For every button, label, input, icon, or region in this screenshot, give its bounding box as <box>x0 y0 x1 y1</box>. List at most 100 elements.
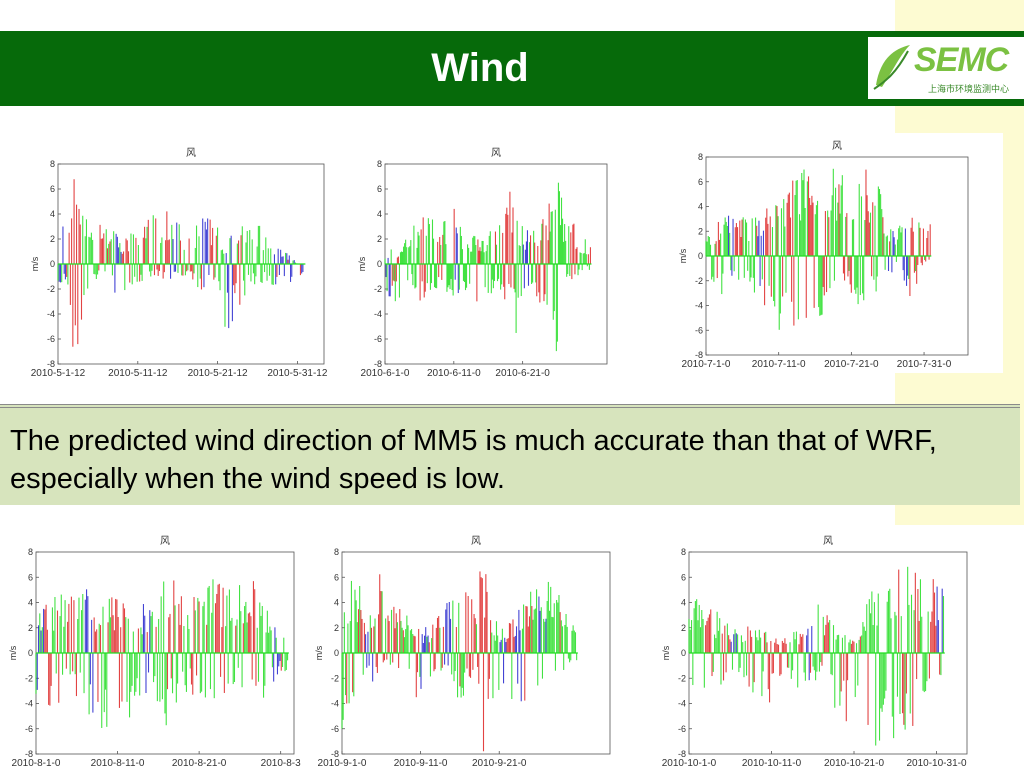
y-tick-label: 4 <box>28 598 33 608</box>
y-axis-label: m/s <box>357 256 367 271</box>
x-tick-label: 2010-7-1-0 <box>682 359 731 370</box>
y-tick-label: -8 <box>678 749 686 759</box>
x-tick-label: 2010-7-21-0 <box>824 359 879 370</box>
x-tick-label: 2010-5-21-12 <box>188 368 248 379</box>
y-tick-label: -6 <box>678 724 686 734</box>
y-tick-label: 2 <box>50 234 55 244</box>
y-tick-label: -4 <box>47 309 55 319</box>
chart-panel-may: 风 m/s 8 6 4 2 0 -2 -4 -6 -8 2010-5-1-12 2010-5-11-12… <box>28 140 333 380</box>
y-tick-label: 2 <box>377 234 382 244</box>
y-tick-label: -2 <box>47 284 55 294</box>
y-tick-label: -8 <box>47 359 55 369</box>
x-tick-label: 2010-5-31-12 <box>267 368 327 379</box>
chart-panel-september: 风 m/s 8 6 4 2 0 -2 -4 -6 -8 2010-9-1-0 2010-9-11-0 20… <box>310 530 645 768</box>
y-tick-label: 6 <box>334 572 339 582</box>
y-tick-label: -4 <box>678 699 686 709</box>
y-tick-label: 6 <box>698 177 703 187</box>
x-tick-label: 2010-7-11-0 <box>752 359 806 370</box>
y-tick-label: -4 <box>695 301 703 311</box>
y-tick-label: -2 <box>374 284 382 294</box>
wind-series-group <box>57 179 304 347</box>
x-tick-label: 2010-8-11-0 <box>91 758 145 768</box>
wind-series-group <box>705 168 931 330</box>
y-tick-label: 0 <box>334 648 339 658</box>
y-tick-label: 8 <box>377 159 382 169</box>
y-tick-label: 8 <box>334 547 339 557</box>
y-tick-label: -6 <box>331 724 339 734</box>
x-tick-label: 2010-10-1-0 <box>662 758 717 768</box>
x-tick-label: 2010-8-3 <box>261 758 301 768</box>
x-tick-label: 2010-10-21-0 <box>824 758 884 768</box>
y-tick-label: 8 <box>681 547 686 557</box>
y-axis-label: m/s <box>678 248 688 263</box>
x-tick-label: 2010-9-1-0 <box>318 758 367 768</box>
y-tick-label: 2 <box>28 623 33 633</box>
wind-series-group <box>341 571 578 752</box>
y-axis-label: m/s <box>314 645 324 660</box>
slide-title: Wind <box>431 46 529 90</box>
x-tick-label: 2010-6-21-0 <box>495 368 550 379</box>
y-tick-label: -8 <box>695 350 703 360</box>
x-tick-label: 2010-8-21-0 <box>172 758 227 768</box>
y-tick-label: -6 <box>25 724 33 734</box>
y-tick-label: -6 <box>374 334 382 344</box>
x-tick-label: 2010-9-11-0 <box>394 758 448 768</box>
wind-series-group <box>688 566 945 746</box>
y-tick-label: 0 <box>377 259 382 269</box>
y-tick-label: 4 <box>681 598 686 608</box>
x-tick-label: 2010-5-11-12 <box>108 368 168 379</box>
y-tick-label: 4 <box>334 598 339 608</box>
y-tick-label: -8 <box>25 749 33 759</box>
y-tick-label: 4 <box>698 202 703 212</box>
x-tick-label: 2010-5-1-12 <box>31 368 86 379</box>
y-axis-label: m/s <box>8 645 18 660</box>
y-tick-label: 4 <box>50 209 55 219</box>
y-tick-label: 6 <box>50 184 55 194</box>
chart-title: 风 <box>823 535 833 547</box>
chart-title: 风 <box>832 140 842 152</box>
y-tick-label: -6 <box>47 334 55 344</box>
wind-series-group <box>384 182 591 352</box>
chart-panel-july: 风 m/s 8 6 4 2 0 -2 -4 -6 -8 2010-7-1-0 2010-7-11-0 20… <box>678 133 1003 373</box>
caption-text: The predicted wind direction of MM5 is m… <box>10 425 937 495</box>
y-tick-label: 0 <box>28 648 33 658</box>
x-tick-label: 2010-10-31-0 <box>906 758 966 768</box>
y-tick-label: 6 <box>28 572 33 582</box>
chart-panel-october: 风 m/s 8 6 4 2 0 -2 -4 -6 -8 2010-10-1-0 2010-10-11-0… <box>655 530 995 768</box>
y-axis-label: m/s <box>30 256 40 271</box>
y-tick-label: -2 <box>695 276 703 286</box>
chart-panel-august: 风 m/s 8 6 4 2 0 -2 -4 -6 -8 2010-8-1-0 2010-8-11-0 20… <box>8 530 308 768</box>
y-tick-label: 8 <box>50 159 55 169</box>
x-tick-label: 2010-10-11-0 <box>742 758 802 768</box>
wind-series-group <box>35 579 289 728</box>
y-tick-label: 8 <box>698 152 703 162</box>
y-axis-label: m/s <box>661 645 671 660</box>
y-tick-label: -4 <box>331 699 339 709</box>
chart-title: 风 <box>160 535 170 547</box>
semc-logo: SEMC 上海市环境监测中心 <box>868 37 1024 99</box>
y-tick-label: -8 <box>374 359 382 369</box>
y-tick-label: -2 <box>25 673 33 683</box>
x-tick-label: 2010-6-11-0 <box>427 368 481 379</box>
header-bar <box>0 31 1024 106</box>
x-tick-label: 2010-7-31-0 <box>897 359 952 370</box>
chart-title: 风 <box>186 147 196 159</box>
x-tick-label: 2010-9-21-0 <box>472 758 527 768</box>
y-tick-label: 2 <box>698 226 703 236</box>
y-tick-label: 0 <box>698 251 703 261</box>
caption-box: The predicted wind direction of MM5 is m… <box>0 404 1020 505</box>
logo-text: SEMC <box>914 41 1009 79</box>
y-tick-label: -4 <box>374 309 382 319</box>
y-tick-label: 2 <box>334 623 339 633</box>
chart-title: 风 <box>491 147 501 159</box>
chart-title: 风 <box>471 535 481 547</box>
y-tick-label: -2 <box>678 673 686 683</box>
y-tick-label: -2 <box>331 673 339 683</box>
y-tick-label: -4 <box>25 699 33 709</box>
y-tick-label: -8 <box>331 749 339 759</box>
